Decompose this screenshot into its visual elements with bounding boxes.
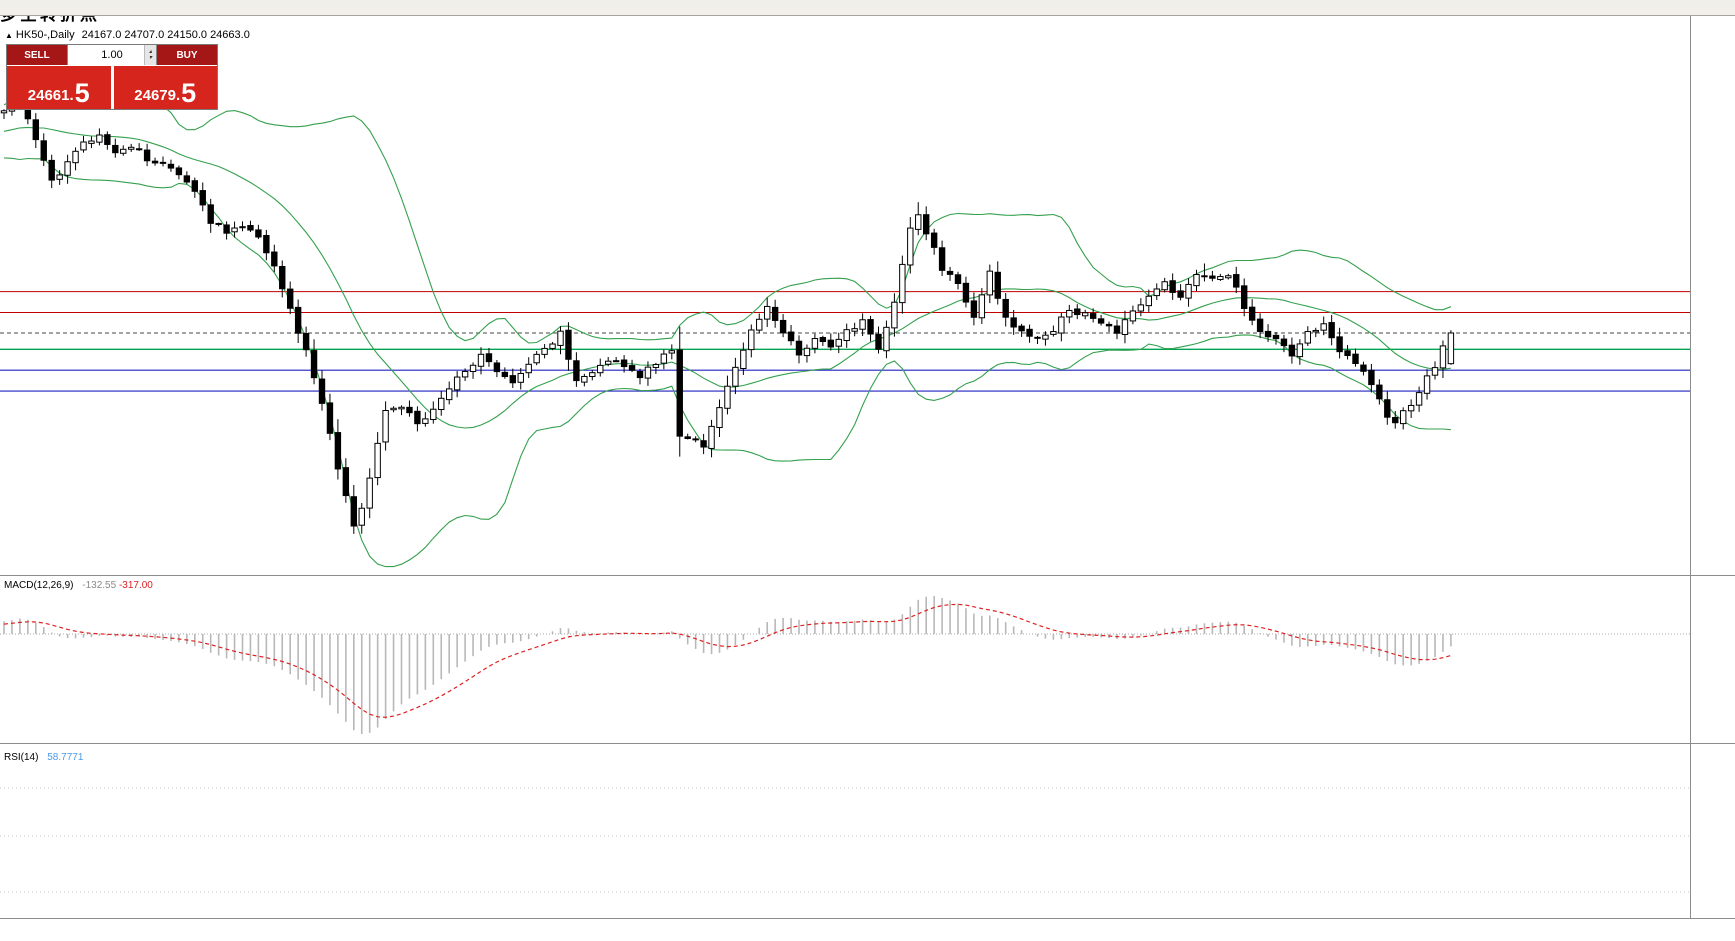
macd-indicator-label: MACD(12,26,9) -132.55 -317.00: [4, 580, 153, 591]
buy-price-button[interactable]: 24679. 5: [113, 66, 217, 109]
main-toolbar: [0, 0, 1735, 16]
buy-price-main: 24679: [134, 87, 176, 105]
symbol-marker-icon: ▲: [5, 31, 13, 40]
macd-signal-value: -317.00: [118, 580, 153, 591]
sell-price-main: 24661: [27, 87, 70, 105]
chart-title: ▲ HK50-,Daily 24167.0 24707.0 24150.0 2466…: [5, 29, 250, 41]
trade-panel-prices: 24661. 5 24679. 5: [7, 65, 217, 109]
sell-button[interactable]: SELL: [7, 45, 67, 65]
macd-main-value: -132.55: [82, 580, 117, 591]
volume-steppers[interactable]: ▴ ▾: [144, 45, 156, 65]
sell-price-button[interactable]: 24661. 5: [7, 66, 111, 109]
one-click-trading-panel: SELL 1.00 ▴ ▾ BUY 24661. 5 24679. 5: [6, 44, 218, 110]
buy-price-frac: 5: [181, 77, 197, 108]
sell-price-dot: .: [69, 87, 74, 105]
buy-price-dot: .: [176, 87, 181, 105]
buy-button[interactable]: BUY: [157, 45, 217, 65]
volume-up-icon[interactable]: ▴: [148, 49, 152, 55]
volume-down-icon[interactable]: ▾: [148, 55, 152, 61]
rsi-name: RSI(14): [4, 752, 39, 763]
ohlc-values: 24167.0 24707.0 24150.0 24663.0: [81, 29, 250, 41]
symbol-period-label: HK50-,Daily: [15, 29, 75, 41]
trade-panel-header: SELL 1.00 ▴ ▾ BUY: [7, 45, 217, 65]
volume-value: 1.00: [101, 49, 123, 61]
rsi-value: 58.7771: [47, 752, 84, 763]
volume-input[interactable]: 1.00 ▴ ▾: [67, 45, 157, 65]
sell-price-frac: 5: [74, 77, 90, 108]
rsi-indicator-label: RSI(14) 58.7771: [4, 752, 83, 763]
macd-name: MACD(12,26,9): [4, 580, 74, 591]
